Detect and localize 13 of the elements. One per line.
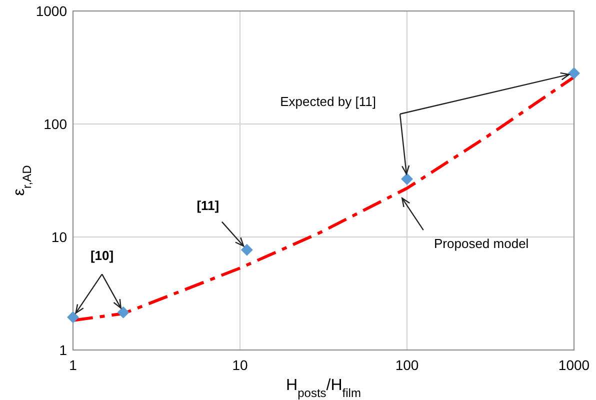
y-tick-label: 1 xyxy=(59,342,68,358)
x-tick-label: 100 xyxy=(395,357,419,373)
x-tick-label: 10 xyxy=(232,357,248,373)
x-axis-title: H$_{posts}$/H$_{film}$ xyxy=(286,377,361,400)
annotation: [11] xyxy=(196,198,220,213)
y-tick-label: 1000 xyxy=(36,3,68,19)
x-tick-label: 1 xyxy=(69,357,78,373)
y-tick-label: 10 xyxy=(51,229,68,245)
annotation: Expected by [11] xyxy=(280,94,376,110)
x-tick-label: 1000 xyxy=(558,357,590,373)
y-tick-label: 100 xyxy=(44,116,68,132)
annotation: Proposed model xyxy=(434,236,529,252)
annotation: [10] xyxy=(90,248,114,264)
